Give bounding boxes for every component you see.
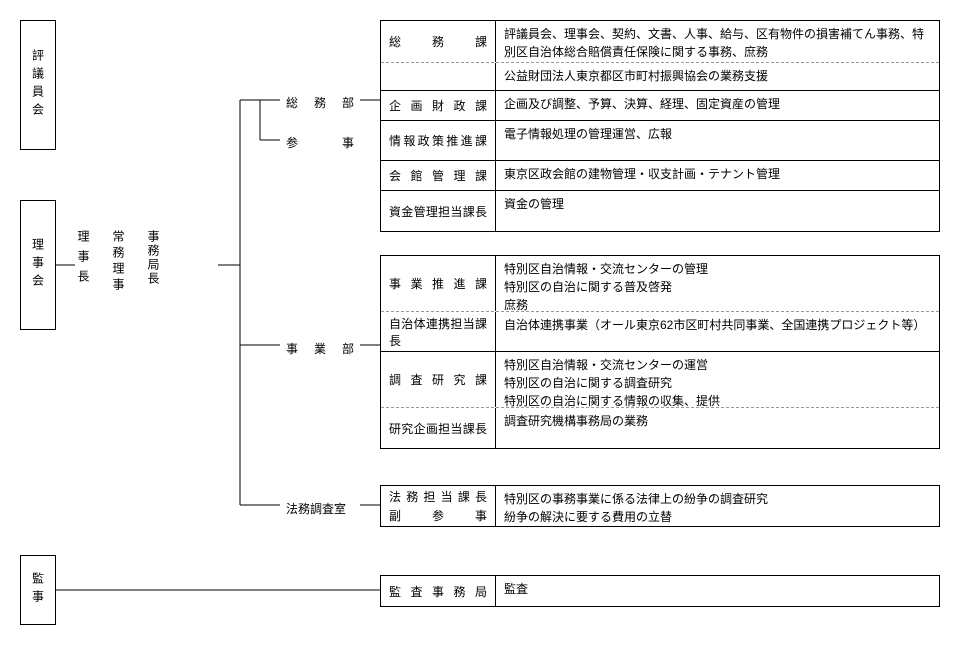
jigyo-ka1: 事業推進課: [381, 256, 496, 311]
homuchosashitsu: 法務調査室: [280, 496, 360, 521]
jigyobu: 事 業 部: [280, 336, 360, 361]
hyogiinkai-box: 評議員会: [20, 20, 56, 150]
kansa-ka-desc: 監査: [496, 576, 939, 606]
hyogiinkai-label: 評議員会: [30, 49, 47, 121]
somubu: 総 務 部: [280, 90, 360, 115]
jigyo-ka4: 研究企画担当課長: [381, 408, 496, 448]
kanji-box: 監事: [20, 555, 56, 625]
somu-ka4-desc: 東京区政会館の建物管理・収支計画・テナント管理: [496, 161, 939, 190]
somu-ka2: 企画財政課: [381, 91, 496, 120]
somu-ka1-desc2: 公益財団法人東京都区市町村振興協会の業務支援: [496, 63, 939, 90]
somu-ka2-desc: 企画及び調整、予算、決算、経理、固定資産の管理: [496, 91, 939, 120]
kansa-ka: 監査事務局: [381, 576, 496, 606]
homu-ka: 法務担当課長 副 参 事: [381, 486, 496, 526]
jomuriji: 常務理事: [110, 230, 127, 294]
somu-ka3: 情報政策推進課: [381, 121, 496, 160]
rijikai-box: 理事会: [20, 200, 56, 330]
jigyo-ka3-desc: 特別区自治情報・交流センターの運営 特別区の自治に関する調査研究 特別区の自治に…: [496, 352, 939, 407]
rijikai-label: 理事会: [30, 238, 47, 292]
somu-ka3-desc: 電子情報処理の管理運営、広報: [496, 121, 939, 160]
somu-ka4: 会館管理課: [381, 161, 496, 190]
jigyobu-table: 事業推進課 特別区自治情報・交流センターの管理 特別区の自治に関する普及啓発 庶…: [380, 255, 940, 449]
somu-ka1: 総 務 課: [381, 21, 496, 62]
jimukyokucho: 事務局長: [145, 230, 162, 294]
somu-ka5-desc: 資金の管理: [496, 191, 939, 231]
somubu-table: 総 務 課 評議員会、理事会、契約、文書、人事、給与、区有物件の損害補てん事務、…: [380, 20, 940, 232]
jigyo-ka2: 自治体連携担当課長: [381, 312, 496, 351]
homu-table: 法務担当課長 副 参 事 特別区の事務事業に係る法律上の紛争の調査研究 紛争の解…: [380, 485, 940, 527]
somu-ka5: 資金管理担当課長: [381, 191, 496, 231]
jigyo-ka4-desc: 調査研究機構事務局の業務: [496, 408, 939, 448]
jigyo-ka1-desc: 特別区自治情報・交流センターの管理 特別区の自治に関する普及啓発 庶務: [496, 256, 939, 311]
kanji-label: 監事: [30, 572, 47, 608]
chain: 理事長 常務理事 事務局長: [75, 230, 162, 294]
sanji: 参 事: [280, 130, 360, 155]
somu-ka1-desc1: 評議員会、理事会、契約、文書、人事、給与、区有物件の損害補てん事務、特別区自治体…: [496, 21, 939, 62]
rijicho: 理事長: [75, 230, 92, 294]
kansa-table: 監査事務局 監査: [380, 575, 940, 607]
jigyo-ka3: 調査研究課: [381, 352, 496, 407]
homu-ka-desc: 特別区の事務事業に係る法律上の紛争の調査研究 紛争の解決に要する費用の立替: [496, 486, 939, 526]
jigyo-ka2-desc: 自治体連携事業（オール東京62市区町村共同事業、全国連携プロジェクト等）: [496, 312, 939, 351]
